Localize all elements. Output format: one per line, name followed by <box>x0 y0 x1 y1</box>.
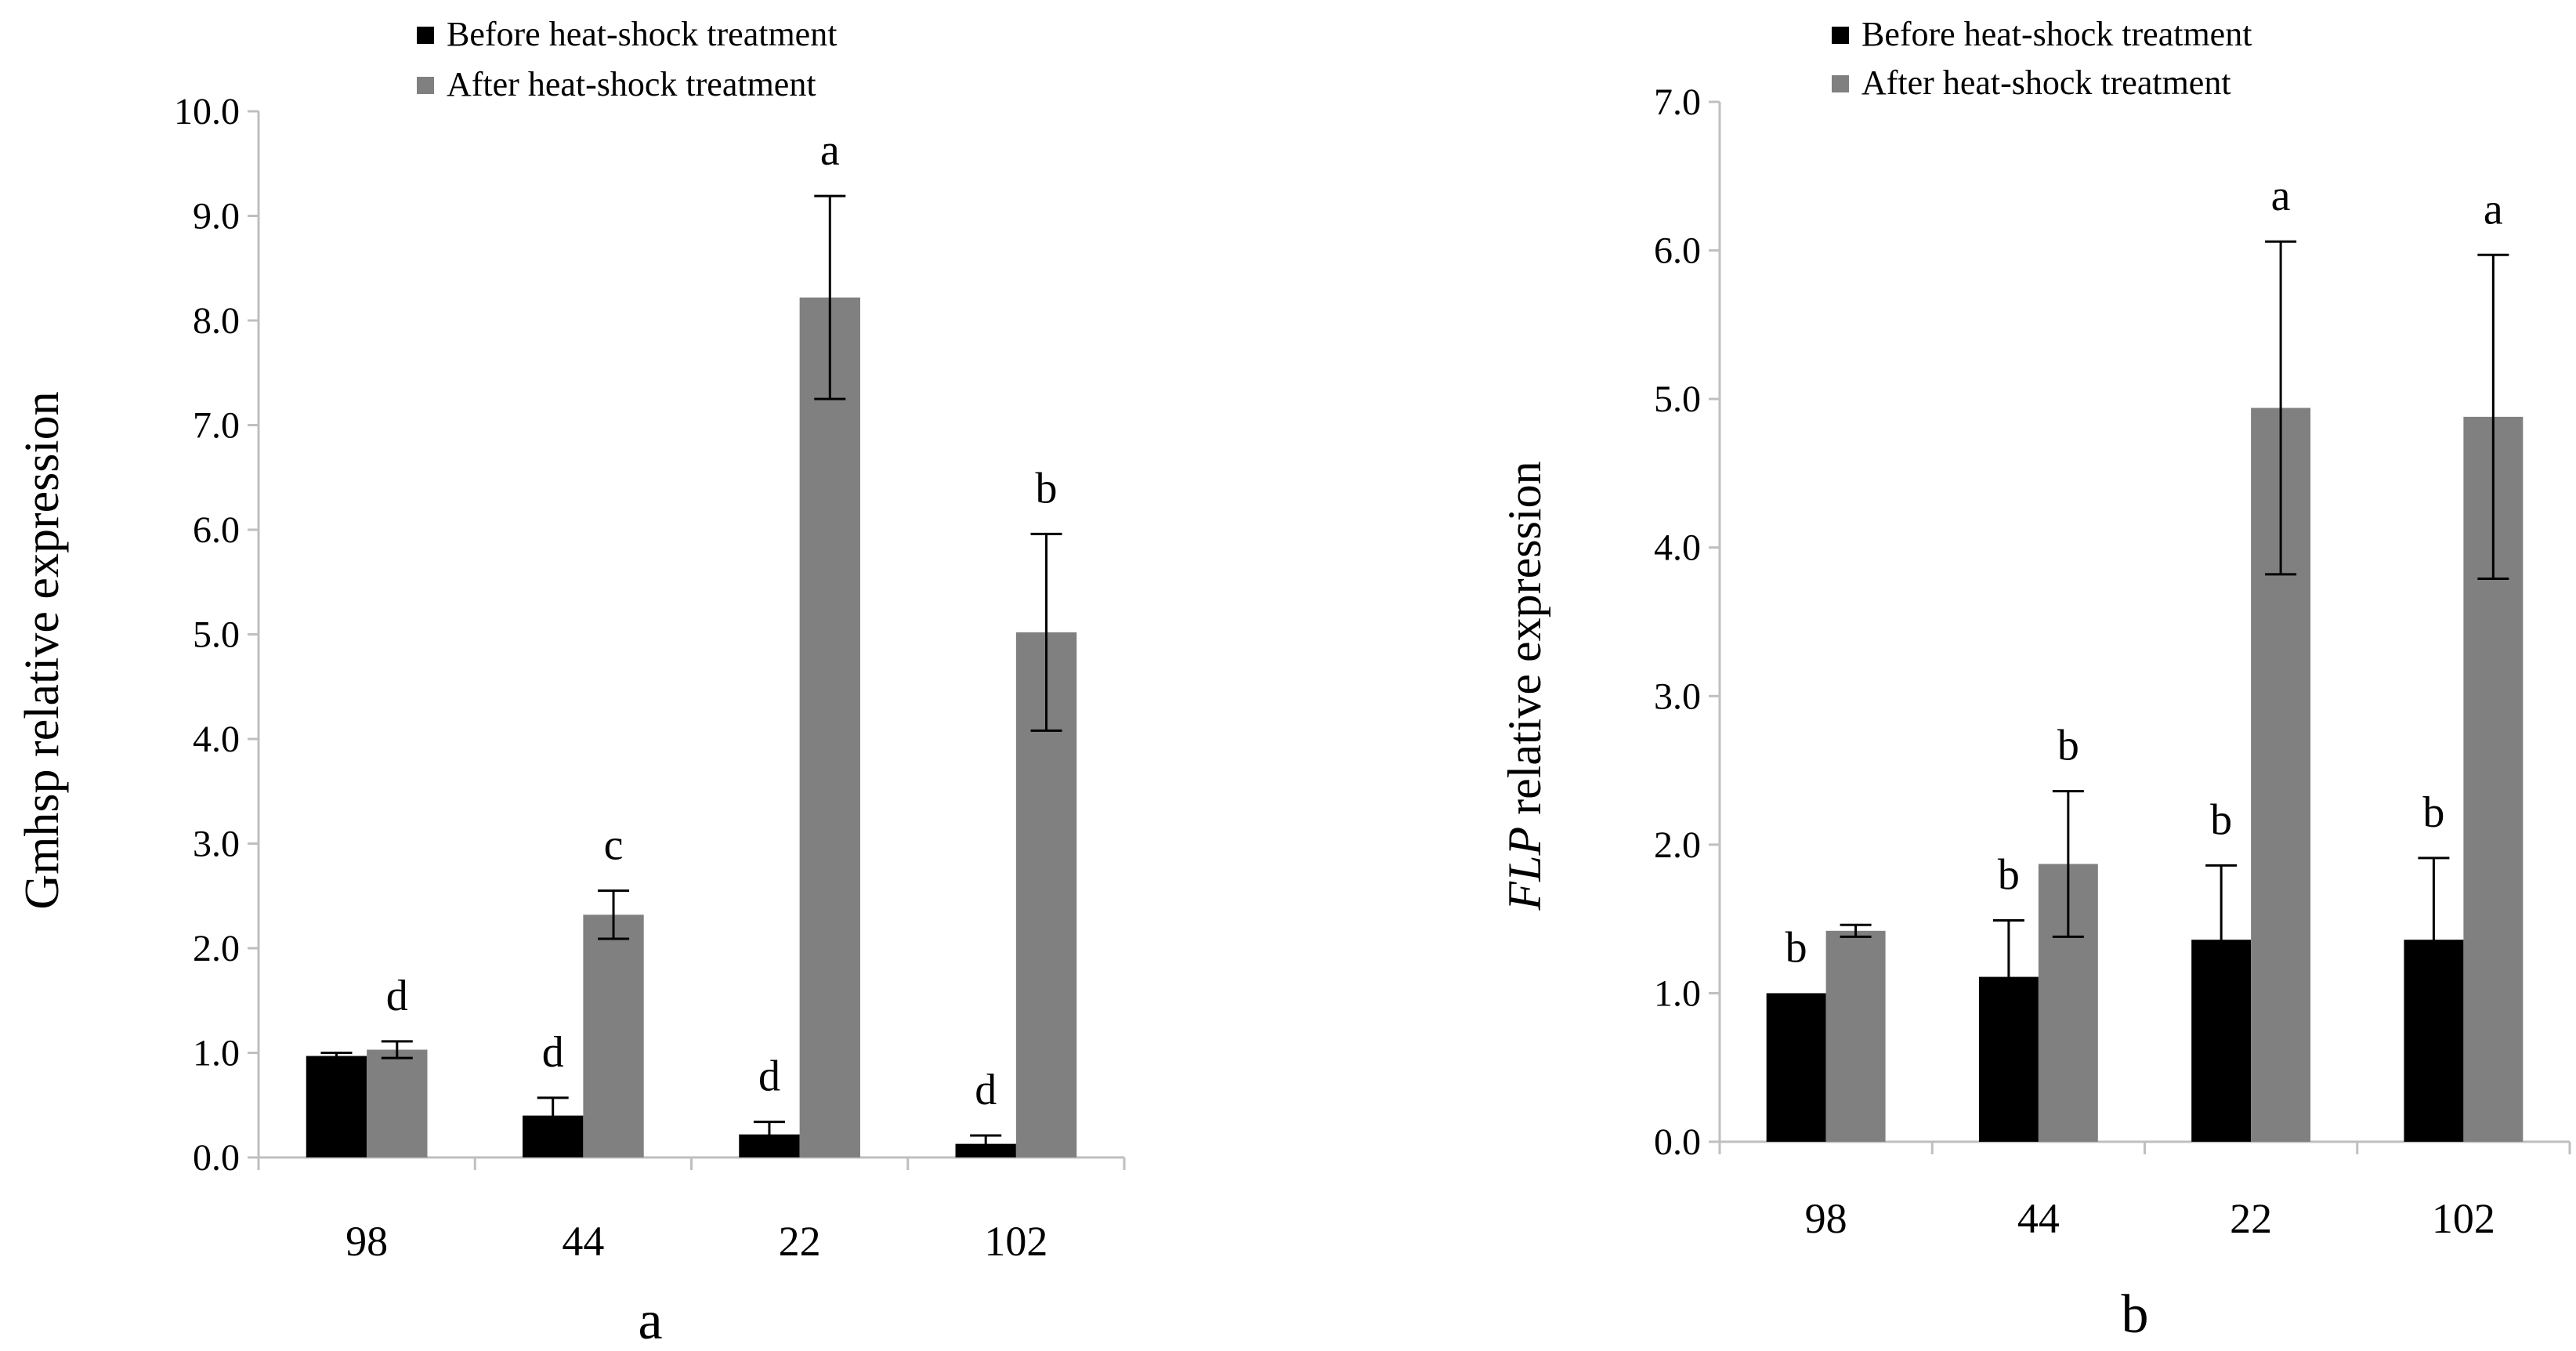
legend-swatch-after <box>417 77 434 94</box>
x-tick-label: 22 <box>779 1218 821 1265</box>
significance-label: b <box>1036 464 1058 513</box>
significance-label: b <box>1998 851 2020 900</box>
y-tick-label: 2.0 <box>1654 824 1701 866</box>
significance-label: c <box>604 821 624 870</box>
y-tick-label: 1.0 <box>1654 973 1701 1014</box>
significance-label: a <box>2271 172 2291 220</box>
significance-label: d <box>975 1066 997 1114</box>
panel-b-chart: Before heat-shock treatment After heat-s… <box>1499 15 2571 1345</box>
legend-swatch-before <box>1832 27 1849 44</box>
y-tick-label: 0.0 <box>193 1137 240 1179</box>
y-tick-label: 7.0 <box>1654 81 1701 123</box>
bar <box>583 915 644 1157</box>
y-tick-label: 2.0 <box>193 928 240 969</box>
significance-label: a <box>820 126 840 175</box>
legend-swatch-before <box>417 27 434 44</box>
x-tick-label: 22 <box>2230 1195 2272 1242</box>
x-tick-label: 98 <box>1805 1195 1847 1242</box>
y-axis-ticks: 0.0 1.0 2.0 3.0 4.0 5.0 6.0 7.0 8.0 9.0 10.0 <box>174 91 260 1179</box>
bars: d d d d c a b <box>306 126 1077 1157</box>
y-tick-label: 8.0 <box>193 300 240 342</box>
legend: Before heat-shock treatment After heat-s… <box>417 15 837 103</box>
y-tick-label: 4.0 <box>1654 527 1701 569</box>
panel-label: a <box>638 1291 662 1351</box>
legend-label-before: Before heat-shock treatment <box>1861 15 2252 53</box>
significance-label: d <box>542 1028 564 1077</box>
y-tick-label: 0.0 <box>1654 1121 1701 1163</box>
y-tick-label: 5.0 <box>1654 378 1701 420</box>
y-tick-label: 4.0 <box>193 719 240 760</box>
y-tick-label: 9.0 <box>193 196 240 237</box>
legend-label-after: After heat-shock treatment <box>447 65 816 103</box>
bars: b b b b b a a <box>1766 172 2524 1142</box>
x-tick-label: 98 <box>346 1218 388 1265</box>
x-tick-label: 44 <box>2017 1195 2060 1242</box>
bar <box>1766 993 1826 1142</box>
significance-label: b <box>2422 788 2444 837</box>
bar <box>1825 930 1886 1142</box>
legend: Before heat-shock treatment After heat-s… <box>1832 15 2252 102</box>
y-axis-ticks: 0.0 1.0 2.0 3.0 4.0 5.0 6.0 7.0 <box>1654 81 1721 1163</box>
y-axis-title: Gmhsp relative expression <box>16 391 69 909</box>
y-tick-label: 7.0 <box>193 405 240 447</box>
panel-label: b <box>2122 1284 2149 1345</box>
legend-swatch-after <box>1832 75 1849 92</box>
panel-a-chart: Before heat-shock treatment After heat-s… <box>16 15 1126 1351</box>
y-axis-title: FLP relative expression <box>1499 461 1550 911</box>
y-tick-label: 1.0 <box>193 1033 240 1074</box>
significance-label: a <box>2484 185 2503 234</box>
y-tick-label: 5.0 <box>193 614 240 656</box>
y-axis-title-rest: relative expression <box>1499 461 1550 815</box>
y-axis-title-italic: FLP <box>1499 827 1550 911</box>
y-tick-label: 6.0 <box>1654 230 1701 272</box>
bar <box>306 1056 367 1157</box>
y-tick-label: 3.0 <box>1654 676 1701 717</box>
significance-label: b <box>2210 795 2232 844</box>
x-axis: 98 44 22 102 <box>1718 1140 2571 1242</box>
significance-label: b <box>2057 722 2079 770</box>
significance-label: d <box>386 972 408 1020</box>
y-tick-label: 3.0 <box>193 824 240 865</box>
x-tick-label: 44 <box>562 1218 604 1265</box>
x-axis: 98 44 22 102 <box>257 1156 1126 1265</box>
y-tick-label: 10.0 <box>174 91 240 132</box>
significance-label: d <box>758 1052 780 1101</box>
legend-label-after: After heat-shock treatment <box>1861 63 2231 102</box>
legend-label-before: Before heat-shock treatment <box>447 15 837 53</box>
significance-label: b <box>1785 923 1807 972</box>
x-tick-label: 102 <box>984 1218 1047 1265</box>
x-tick-label: 102 <box>2432 1195 2495 1242</box>
bar <box>799 297 860 1157</box>
bar <box>367 1049 428 1157</box>
y-tick-label: 6.0 <box>193 509 240 551</box>
